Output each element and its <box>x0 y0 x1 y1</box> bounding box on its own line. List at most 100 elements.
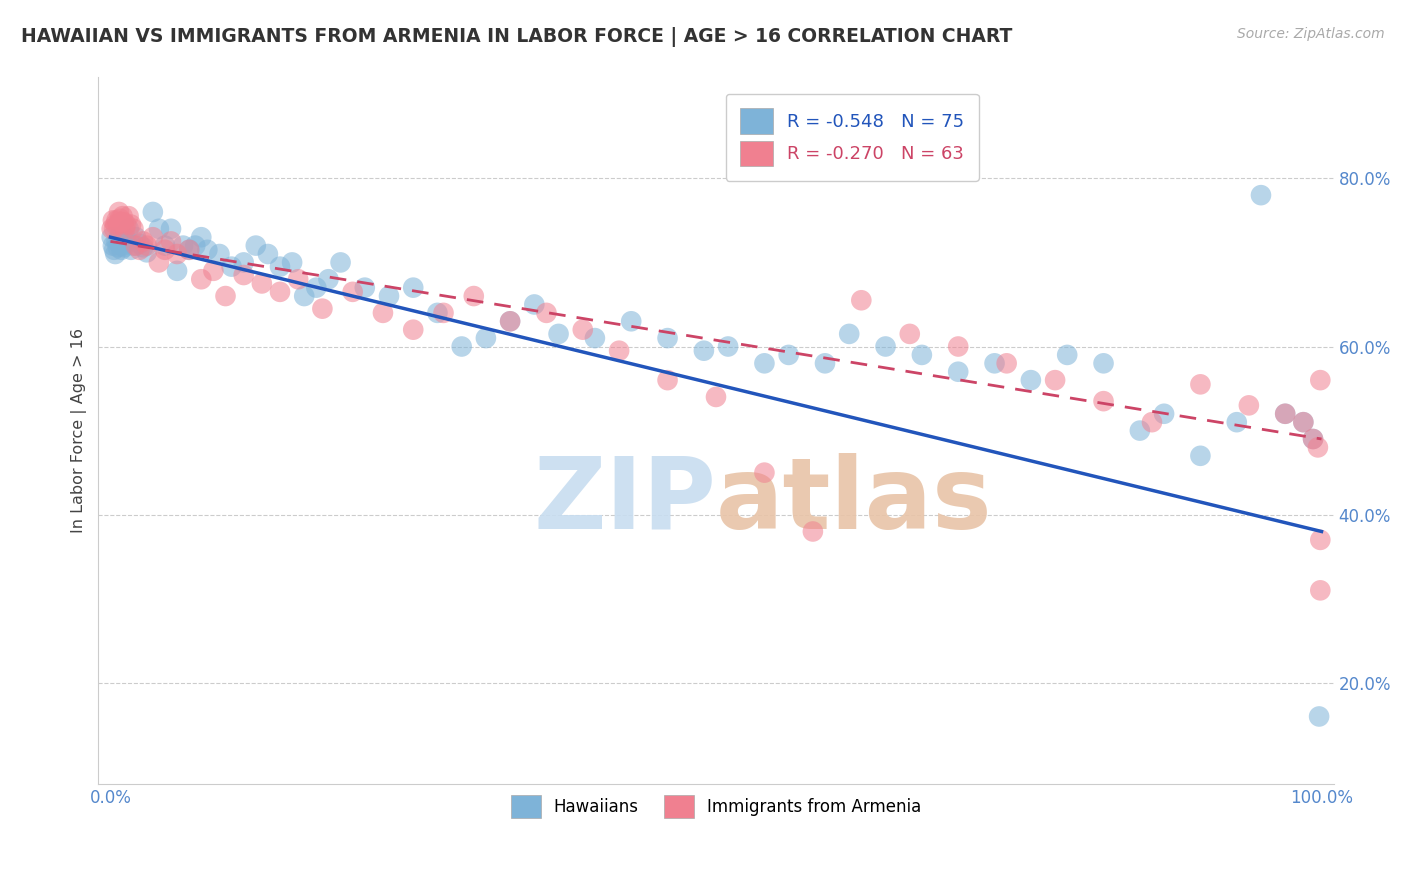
Point <box>948 339 970 353</box>
Point <box>1019 373 1042 387</box>
Point <box>214 289 236 303</box>
Point <box>1292 415 1315 429</box>
Point <box>125 238 148 252</box>
Point <box>717 339 740 353</box>
Point <box>108 211 131 226</box>
Point <box>657 373 679 387</box>
Point <box>190 272 212 286</box>
Point <box>114 235 136 249</box>
Point <box>499 314 522 328</box>
Point <box>179 243 201 257</box>
Point <box>160 221 183 235</box>
Point <box>814 356 837 370</box>
Point <box>948 365 970 379</box>
Point <box>108 236 131 251</box>
Point <box>402 323 425 337</box>
Point <box>103 243 125 257</box>
Point <box>103 221 125 235</box>
Point <box>166 247 188 261</box>
Point <box>693 343 716 358</box>
Point <box>135 238 157 252</box>
Point <box>305 280 328 294</box>
Point <box>104 218 127 232</box>
Point <box>105 213 128 227</box>
Point <box>432 306 454 320</box>
Point <box>426 306 449 320</box>
Point <box>378 289 401 303</box>
Y-axis label: In Labor Force | Age > 16: In Labor Force | Age > 16 <box>72 328 87 533</box>
Point <box>120 218 142 232</box>
Point <box>195 243 218 257</box>
Point <box>571 323 593 337</box>
Point <box>287 272 309 286</box>
Point <box>117 209 139 223</box>
Point <box>1309 373 1331 387</box>
Point <box>115 232 138 246</box>
Point <box>1309 583 1331 598</box>
Point <box>112 240 135 254</box>
Point <box>257 247 280 261</box>
Point <box>1306 441 1329 455</box>
Point <box>342 285 364 299</box>
Text: ZIP: ZIP <box>533 453 716 549</box>
Point <box>110 243 132 257</box>
Point <box>463 289 485 303</box>
Point <box>153 243 176 257</box>
Point <box>100 221 122 235</box>
Point <box>135 245 157 260</box>
Point <box>160 235 183 249</box>
Point <box>122 221 145 235</box>
Point <box>995 356 1018 370</box>
Point <box>620 314 643 328</box>
Point <box>132 240 155 254</box>
Point <box>475 331 498 345</box>
Point <box>911 348 934 362</box>
Point <box>148 221 170 235</box>
Point <box>172 238 194 252</box>
Point <box>105 235 128 249</box>
Point <box>1226 415 1249 429</box>
Point <box>142 205 165 219</box>
Point <box>657 331 679 345</box>
Point <box>1274 407 1296 421</box>
Point <box>269 285 291 299</box>
Point <box>329 255 352 269</box>
Point <box>128 243 150 257</box>
Text: Source: ZipAtlas.com: Source: ZipAtlas.com <box>1237 27 1385 41</box>
Point <box>190 230 212 244</box>
Point <box>208 247 231 261</box>
Point <box>281 255 304 269</box>
Point <box>1237 398 1260 412</box>
Point <box>111 238 134 252</box>
Point <box>114 221 136 235</box>
Point <box>754 466 776 480</box>
Point <box>108 205 131 219</box>
Point <box>101 238 124 252</box>
Point <box>1189 449 1212 463</box>
Point <box>101 213 124 227</box>
Point <box>450 339 472 353</box>
Point <box>122 238 145 252</box>
Point <box>250 277 273 291</box>
Text: HAWAIIAN VS IMMIGRANTS FROM ARMENIA IN LABOR FORCE | AGE > 16 CORRELATION CHART: HAWAIIAN VS IMMIGRANTS FROM ARMENIA IN L… <box>21 27 1012 46</box>
Point <box>704 390 727 404</box>
Point <box>245 238 267 252</box>
Point <box>184 238 207 252</box>
Point <box>353 280 375 294</box>
Point <box>100 230 122 244</box>
Point <box>1092 394 1115 409</box>
Text: atlas: atlas <box>716 453 993 549</box>
Point <box>166 264 188 278</box>
Point <box>232 268 254 282</box>
Point <box>851 293 873 308</box>
Point <box>292 289 315 303</box>
Point <box>754 356 776 370</box>
Point <box>1274 407 1296 421</box>
Point <box>1140 415 1163 429</box>
Point <box>499 314 522 328</box>
Point <box>778 348 800 362</box>
Point <box>523 297 546 311</box>
Legend: Hawaiians, Immigrants from Armenia: Hawaiians, Immigrants from Armenia <box>503 788 928 825</box>
Point <box>1292 415 1315 429</box>
Point <box>402 280 425 294</box>
